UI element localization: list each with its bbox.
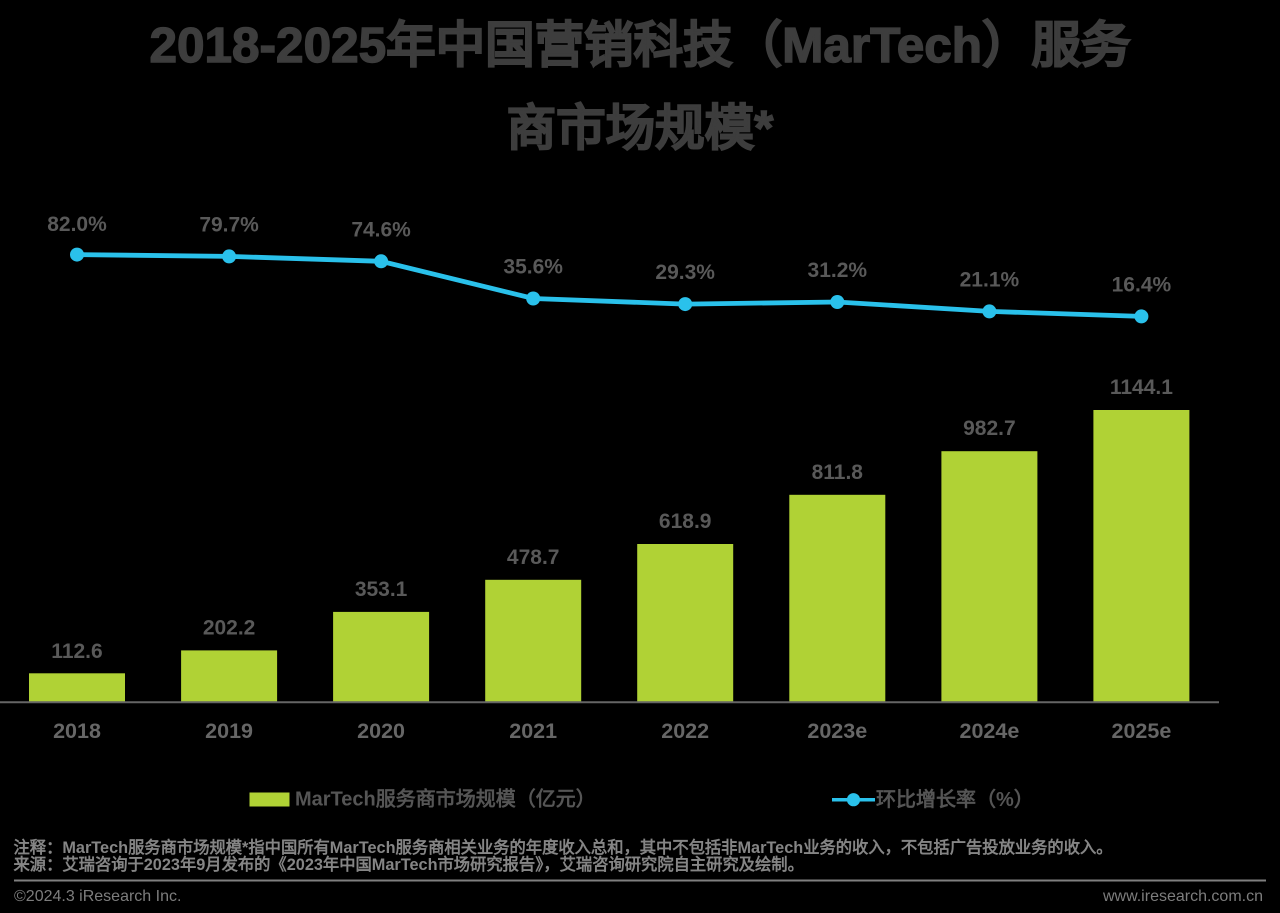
svg-text:478.7: 478.7 xyxy=(507,546,560,569)
svg-text:29.3%: 29.3% xyxy=(655,261,715,284)
svg-text:2022: 2022 xyxy=(661,719,709,743)
svg-text:16.4%: 16.4% xyxy=(1112,273,1172,296)
svg-text:环比增长率（%）: 环比增长率（%） xyxy=(876,787,1034,811)
svg-text:112.6: 112.6 xyxy=(51,640,102,663)
svg-text:74.6%: 74.6% xyxy=(351,218,411,241)
svg-text:353.1: 353.1 xyxy=(355,578,408,601)
svg-text:2023e: 2023e xyxy=(807,719,867,743)
svg-text:79.7%: 79.7% xyxy=(199,213,259,236)
svg-text:31.2%: 31.2% xyxy=(808,259,868,282)
svg-text:2018: 2018 xyxy=(53,719,101,743)
svg-text:35.6%: 35.6% xyxy=(503,256,563,279)
svg-text:2024e: 2024e xyxy=(960,719,1020,743)
svg-text:2021: 2021 xyxy=(509,719,557,743)
svg-text:2020: 2020 xyxy=(357,719,405,743)
svg-text:982.7: 982.7 xyxy=(963,417,1016,440)
svg-text:2019: 2019 xyxy=(205,719,253,743)
svg-text:2025e: 2025e xyxy=(1112,719,1172,743)
svg-text:811.8: 811.8 xyxy=(812,461,864,484)
svg-text:1144.1: 1144.1 xyxy=(1110,376,1173,399)
svg-text:21.1%: 21.1% xyxy=(960,268,1020,291)
svg-text:MarTech服务商市场规模（亿元）: MarTech服务商市场规模（亿元） xyxy=(295,787,596,811)
svg-text:618.9: 618.9 xyxy=(659,510,712,533)
svg-text:82.0%: 82.0% xyxy=(47,213,107,236)
svg-text:202.2: 202.2 xyxy=(203,616,256,639)
